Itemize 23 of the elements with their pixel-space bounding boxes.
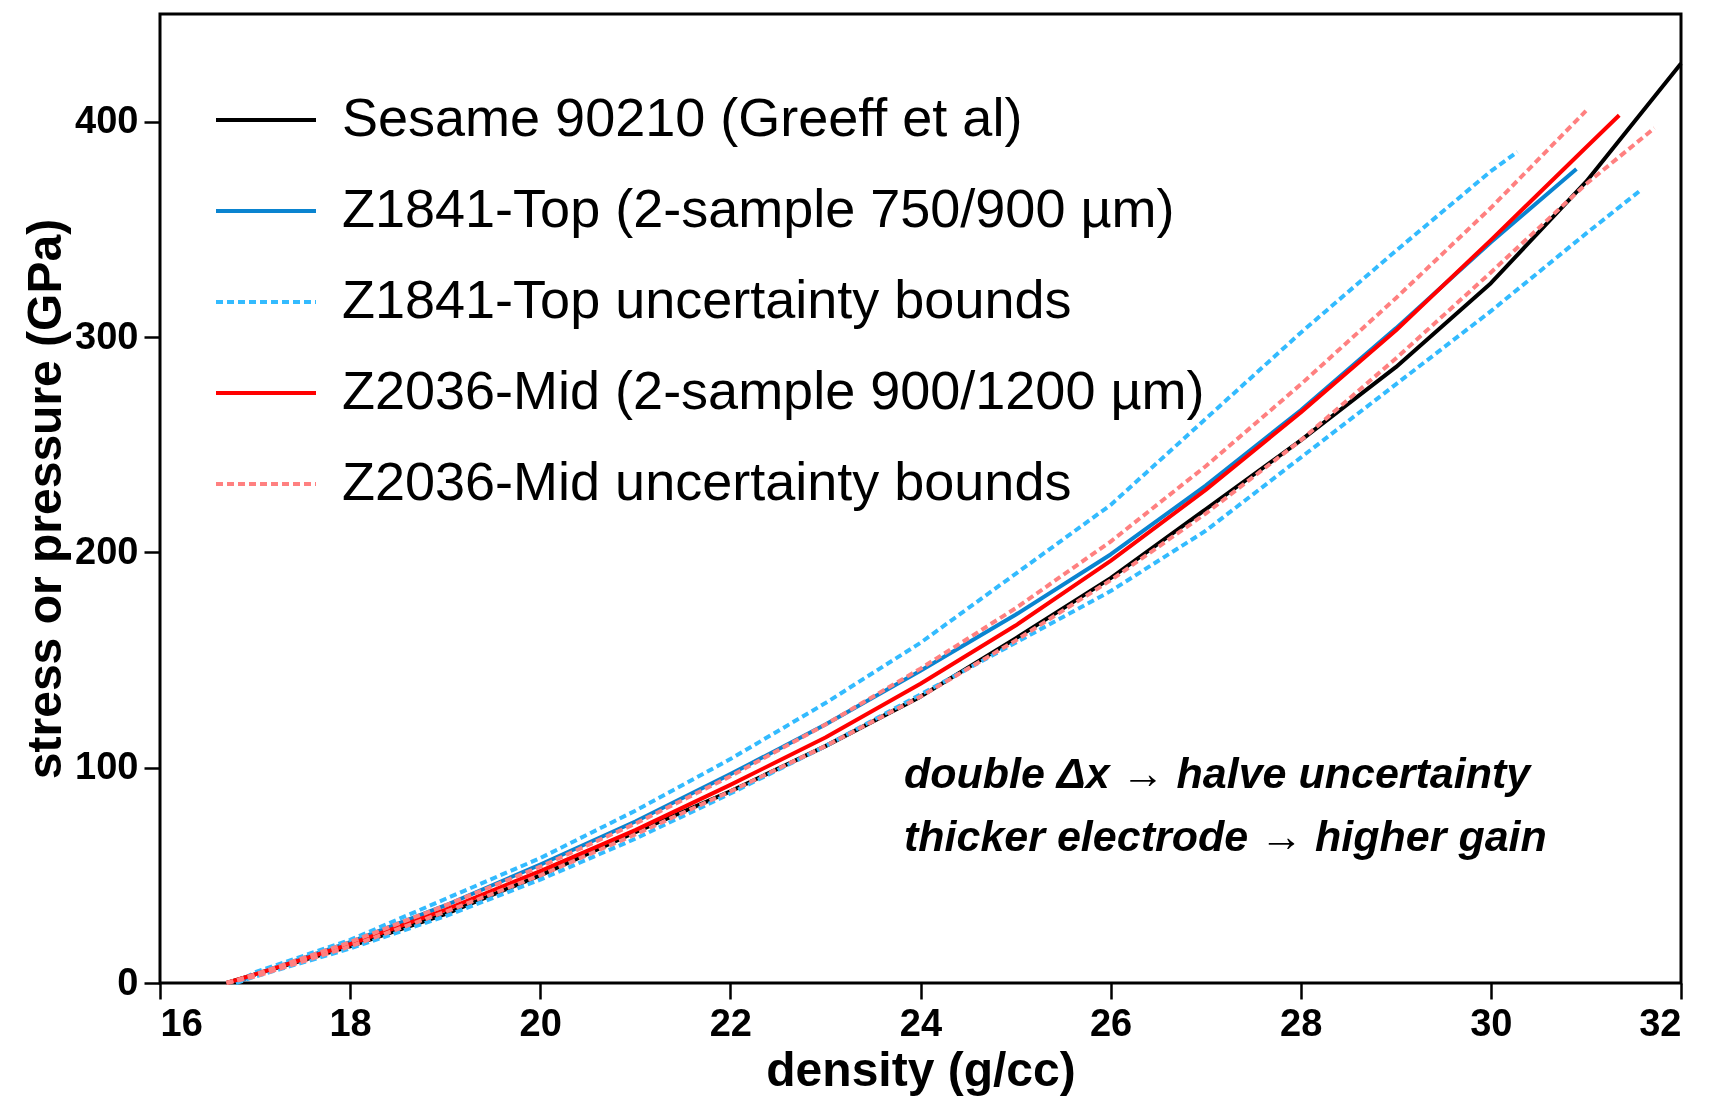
y-tick-label: 200: [75, 529, 139, 572]
x-axis-title: density (g/cc): [766, 1042, 1076, 1096]
x-tick-label: 30: [1470, 1001, 1513, 1044]
x-tick-label: 16: [160, 1001, 203, 1044]
annotation: thicker electrode → higher gain: [904, 812, 1547, 860]
y-tick-label: 300: [75, 314, 139, 357]
y-axis-title: stress or pressure (GPa): [18, 218, 72, 780]
legend-label: Z2036-Mid uncertainty bounds: [342, 451, 1072, 511]
x-tick-label: 20: [519, 1001, 562, 1044]
legend-label: Sesame 90210 (Greeff et al): [342, 87, 1023, 147]
y-tick-label: 100: [75, 745, 139, 788]
legend-label: Z2036-Mid (2-sample 900/1200 µm): [342, 360, 1205, 420]
legend-label: Z1841-Top uncertainty bounds: [342, 269, 1072, 329]
y-tick-label: 0: [117, 960, 139, 1003]
x-tick-label: 24: [899, 1001, 943, 1044]
legend-label: Z1841-Top (2-sample 750/900 µm): [342, 178, 1175, 238]
x-tick-label: 28: [1280, 1001, 1323, 1044]
x-tick-label: 32: [1639, 1001, 1682, 1044]
annotation: double Δx → halve uncertainty: [904, 749, 1533, 797]
x-tick-label: 26: [1089, 1001, 1133, 1044]
x-tick-label: 22: [709, 1001, 753, 1044]
x-tick-label: 18: [329, 1001, 372, 1044]
y-tick-label: 400: [75, 99, 139, 142]
